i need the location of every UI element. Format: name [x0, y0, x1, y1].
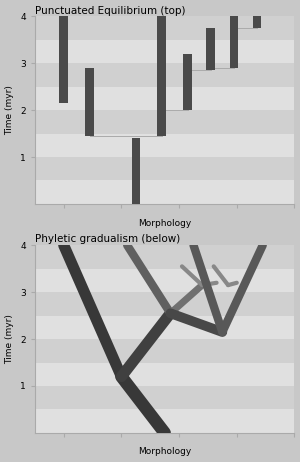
Bar — [158, 16, 166, 136]
Bar — [253, 16, 261, 28]
Bar — [35, 181, 294, 204]
Bar — [35, 292, 294, 316]
Bar — [35, 363, 294, 386]
X-axis label: Morphology: Morphology — [138, 447, 191, 456]
Bar — [35, 63, 294, 87]
Text: Phyletic gradualism (below): Phyletic gradualism (below) — [35, 235, 180, 244]
Bar — [35, 316, 294, 339]
Bar — [59, 16, 68, 103]
Bar — [35, 409, 294, 433]
Bar — [35, 386, 294, 409]
Bar — [131, 138, 140, 204]
Bar — [35, 245, 294, 269]
X-axis label: Morphology: Morphology — [138, 219, 191, 227]
Y-axis label: Time (myr): Time (myr) — [6, 314, 15, 364]
Bar — [35, 134, 294, 157]
Bar — [35, 16, 294, 40]
Bar — [35, 339, 294, 363]
Y-axis label: Time (myr): Time (myr) — [6, 85, 15, 135]
Bar — [85, 68, 94, 136]
Bar — [35, 40, 294, 63]
Bar — [35, 87, 294, 110]
Text: Punctuated Equilibrium (top): Punctuated Equilibrium (top) — [35, 6, 185, 16]
Bar — [183, 54, 192, 110]
Bar — [206, 28, 215, 70]
Bar — [230, 16, 238, 68]
Bar — [35, 110, 294, 134]
Bar — [35, 157, 294, 181]
Bar — [35, 269, 294, 292]
